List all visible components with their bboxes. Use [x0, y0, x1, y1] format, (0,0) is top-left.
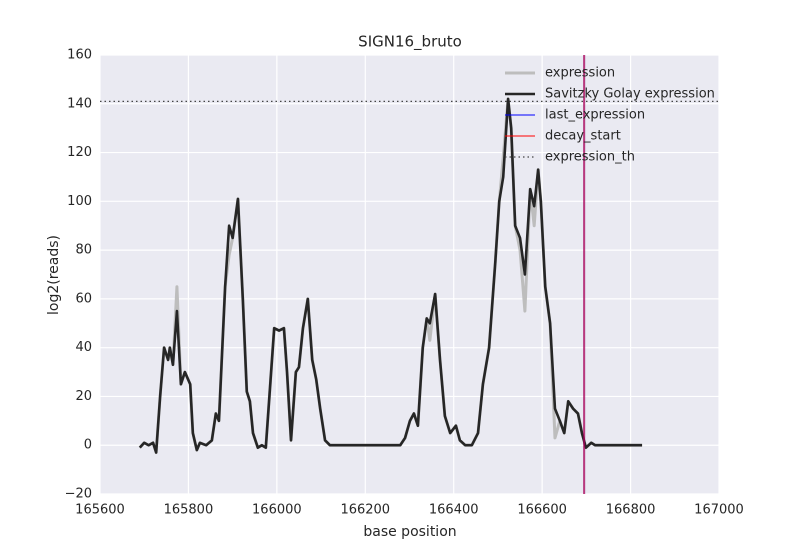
chart-title: SIGN16_bruto	[358, 33, 462, 52]
legend-label: Savitzky Golay expression	[545, 87, 715, 102]
x-tick-label: 166000	[252, 503, 302, 518]
y-tick-label: 100	[67, 194, 92, 209]
y-tick-label: −20	[65, 487, 92, 502]
y-tick-label: 20	[75, 389, 92, 404]
x-axis-label: base position	[363, 524, 456, 540]
marks	[100, 55, 719, 494]
y-tick-label: 160	[67, 48, 92, 63]
y-tick-label: 120	[67, 145, 92, 160]
y-tick-label: 140	[67, 96, 92, 111]
x-tick-label: 166800	[606, 503, 656, 518]
y-tick-label: 60	[75, 291, 92, 306]
x-tick-label: 166600	[517, 503, 567, 518]
x-tick-label: 165800	[164, 503, 214, 518]
series-line	[138, 97, 643, 454]
x-tick-label: 166200	[340, 503, 390, 518]
legend-label: expression	[545, 66, 615, 81]
y-tick-label: 0	[84, 438, 92, 453]
legend-label: expression_th	[545, 150, 635, 165]
y-axis-label: log2(reads)	[46, 235, 62, 315]
x-tick-label: 165600	[75, 503, 125, 518]
x-tick-label: 166400	[429, 503, 479, 518]
legend-label: last_expression	[545, 108, 645, 123]
legend-label: decay_start	[545, 129, 621, 144]
y-tick-label: 40	[75, 340, 92, 355]
y-tick-label: 80	[75, 243, 92, 258]
x-tick-label: 167000	[694, 503, 744, 518]
